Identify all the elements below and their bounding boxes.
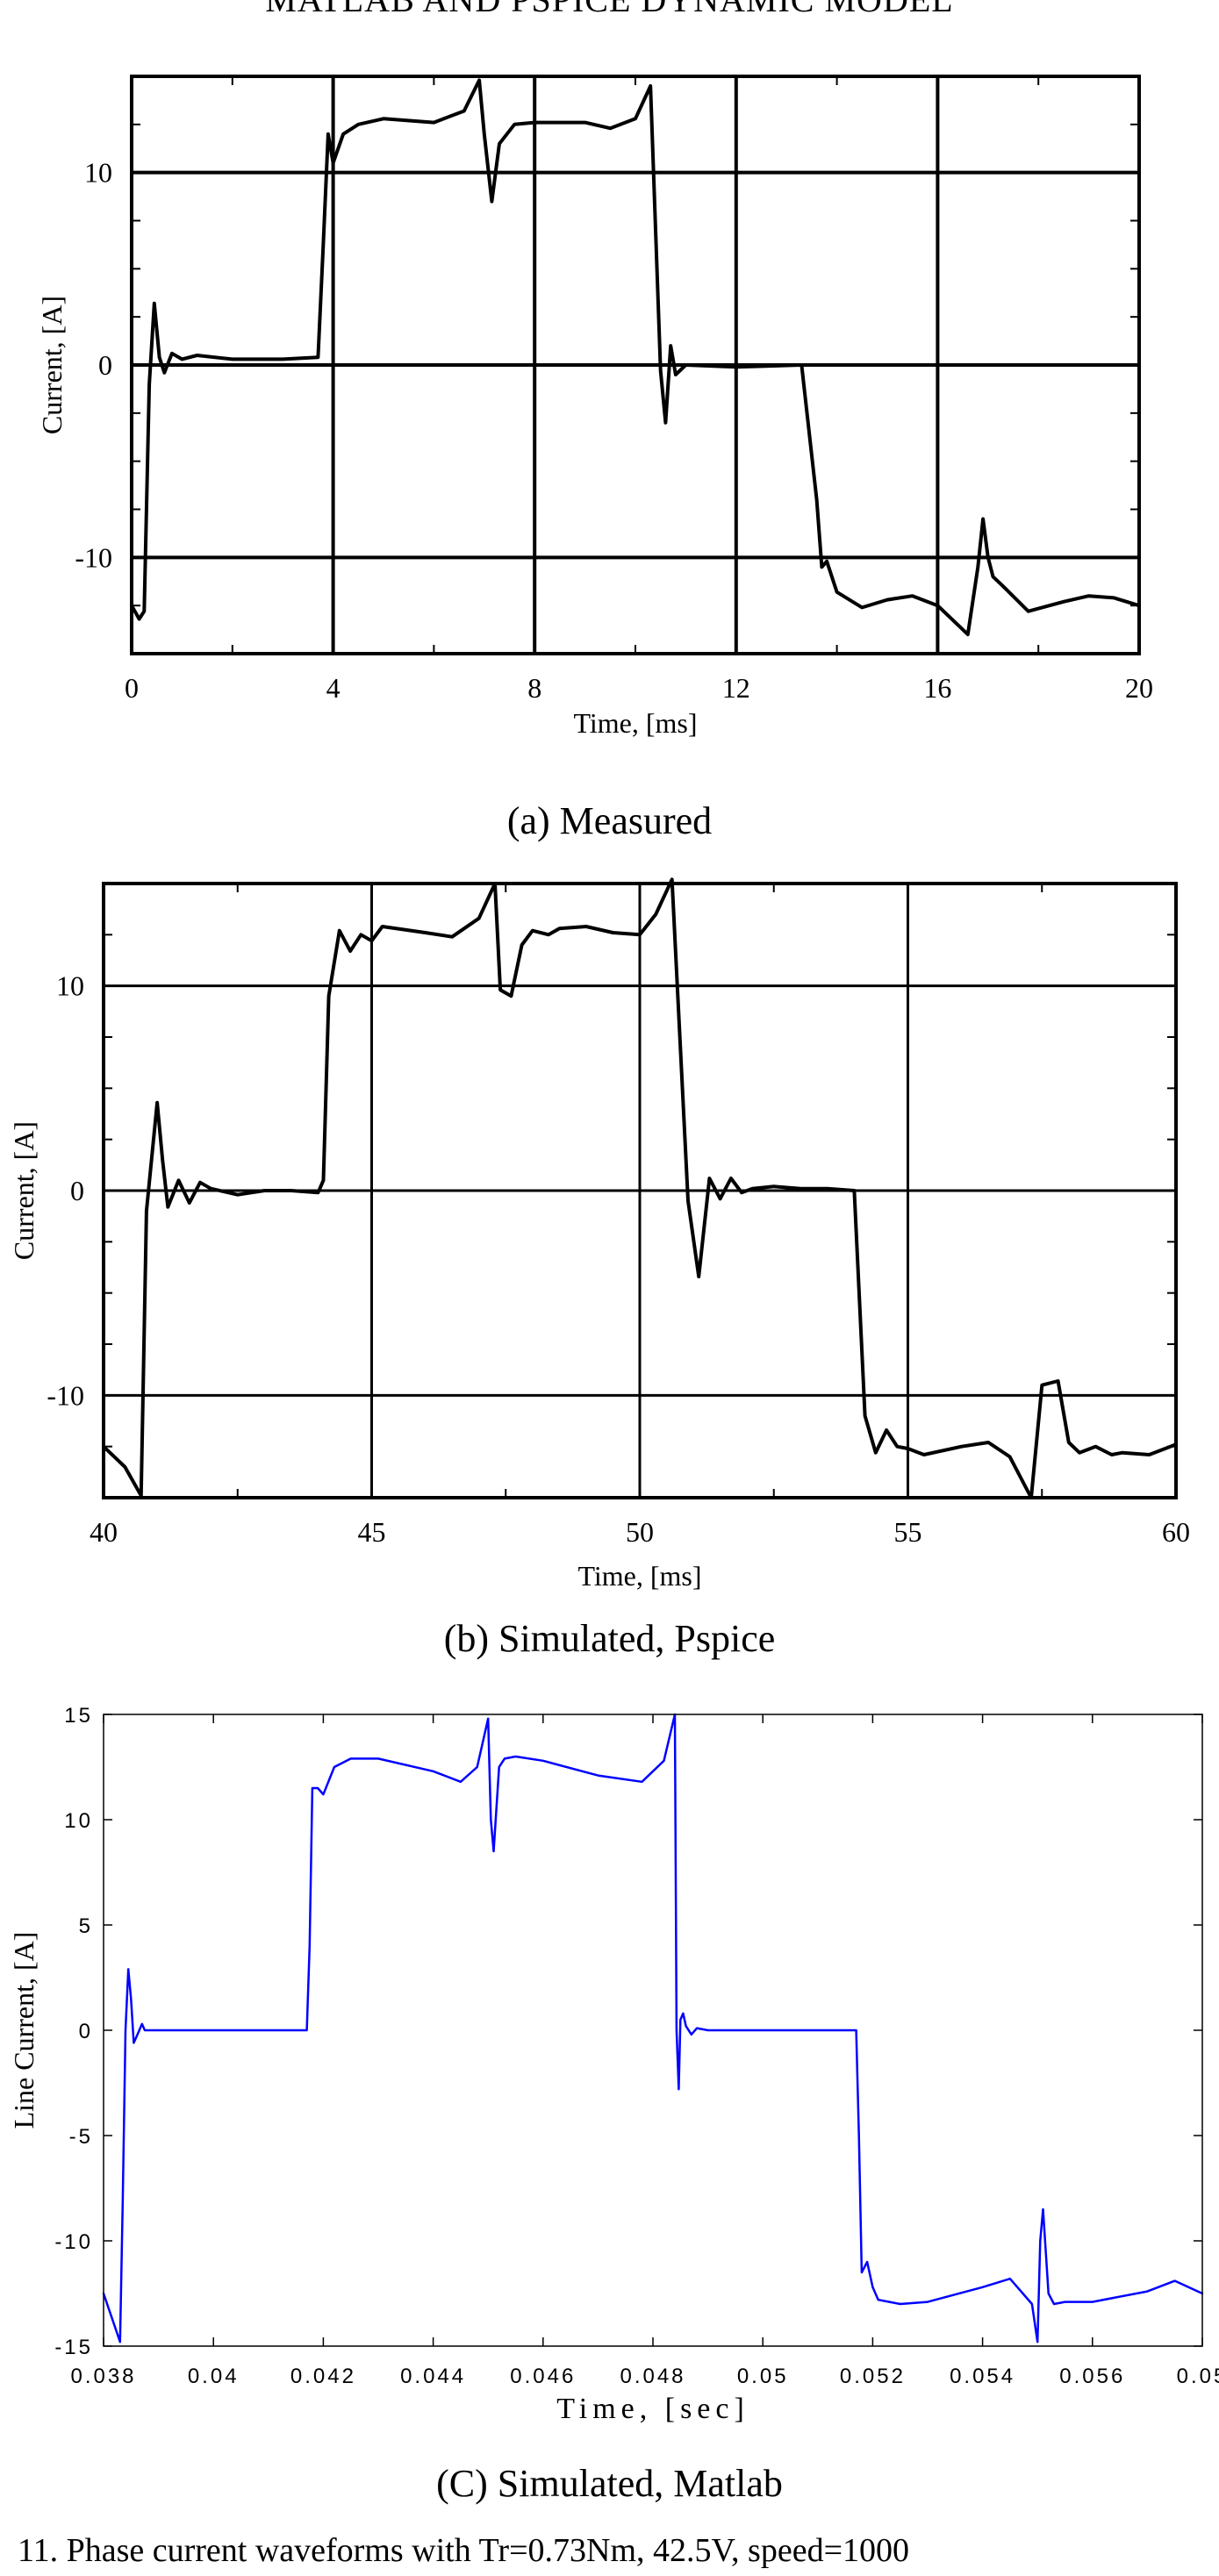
chart-pspice: 40 45 50 55 60 -10 0 10 Time, [ms] Current, [A]	[8, 877, 1190, 1592]
x-tick-label: 55	[894, 1516, 922, 1548]
y-axis-label: Current, [A]	[36, 296, 68, 434]
chart-measured: 0 4 8 12 16 20 -10 0 10 Time, [ms] Current, [A]	[36, 75, 1153, 739]
x-tick-label: 45	[358, 1516, 386, 1548]
x-tick-label: 0.05	[737, 2365, 789, 2388]
figure-footnote: 11. Phase current waveforms with Tr=0.73…	[18, 2532, 909, 2569]
x-tick-label: 8	[527, 672, 541, 704]
x-axis-label: Time, [ms]	[577, 1560, 701, 1592]
x-tick-label: 0.056	[1059, 2365, 1125, 2388]
caption-pspice: (b) Simulated, Pspice	[443, 1617, 776, 1660]
page-heading: MATLAB AND PSPICE DYNAMIC MODEL	[0, 0, 1219, 20]
series-line-0	[102, 1713, 1204, 2343]
x-tick-label: 16	[923, 672, 951, 704]
y-tick-label: 10	[56, 970, 84, 1002]
y-tick-label: 15	[64, 1704, 93, 1728]
x-tick-label: 0.04	[188, 2365, 240, 2388]
x-tick-label: 0.042	[290, 2365, 356, 2388]
x-tick-label: 40	[90, 1516, 118, 1548]
x-tick-label: 0.054	[950, 2365, 1015, 2388]
series-line-0	[102, 877, 1178, 1499]
y-tick-label: 5	[79, 1914, 93, 1938]
y-tick-label: -15	[54, 2336, 93, 2359]
x-tick-label: 0.046	[510, 2365, 576, 2388]
y-tick-label: -10	[75, 541, 112, 573]
y-tick-label: 0	[98, 349, 112, 381]
plot-frame	[102, 882, 1178, 1499]
y-tick-label: 10	[84, 157, 112, 189]
x-tick-label: 4	[326, 672, 341, 704]
x-tick-label: 60	[1162, 1516, 1190, 1548]
y-tick-label: 0	[70, 1175, 84, 1206]
y-tick-label: 0	[79, 2020, 93, 2043]
y-tick-label: -10	[54, 2230, 93, 2254]
y-axis-label: Line Current, [A]	[8, 1932, 39, 2129]
y-tick-label: -10	[47, 1379, 84, 1411]
x-axis-label: Time, [sec]	[556, 2393, 749, 2425]
plot-frame	[103, 1714, 1203, 2347]
x-tick-label: 0.052	[840, 2365, 906, 2388]
y-tick-label: -5	[69, 2125, 93, 2149]
x-tick-label: 12	[722, 672, 750, 704]
x-tick-label: 0.038	[70, 2365, 136, 2388]
x-tick-label: 50	[626, 1516, 654, 1548]
chart-matlab: 0.038 0.04 0.042 0.044 0.046 0.048 0.05 0.052 0.…	[8, 1704, 1219, 2425]
caption-measured: (a) Measured	[506, 799, 713, 842]
plot-frame	[130, 75, 1141, 655]
x-tick-label: 0.05	[1177, 2365, 1219, 2388]
caption-matlab: (C) Simulated, Matlab	[436, 2462, 783, 2505]
series-line-0	[130, 78, 1141, 637]
x-tick-label: 0.044	[400, 2365, 466, 2388]
x-tick-label: 0.048	[620, 2365, 685, 2388]
x-axis-label: Time, [ms]	[573, 707, 697, 739]
x-tick-label: 20	[1125, 672, 1153, 704]
x-tick-label: 0	[125, 672, 139, 704]
y-axis-label: Current, [A]	[8, 1121, 39, 1260]
y-tick-label: 10	[64, 1809, 93, 1833]
